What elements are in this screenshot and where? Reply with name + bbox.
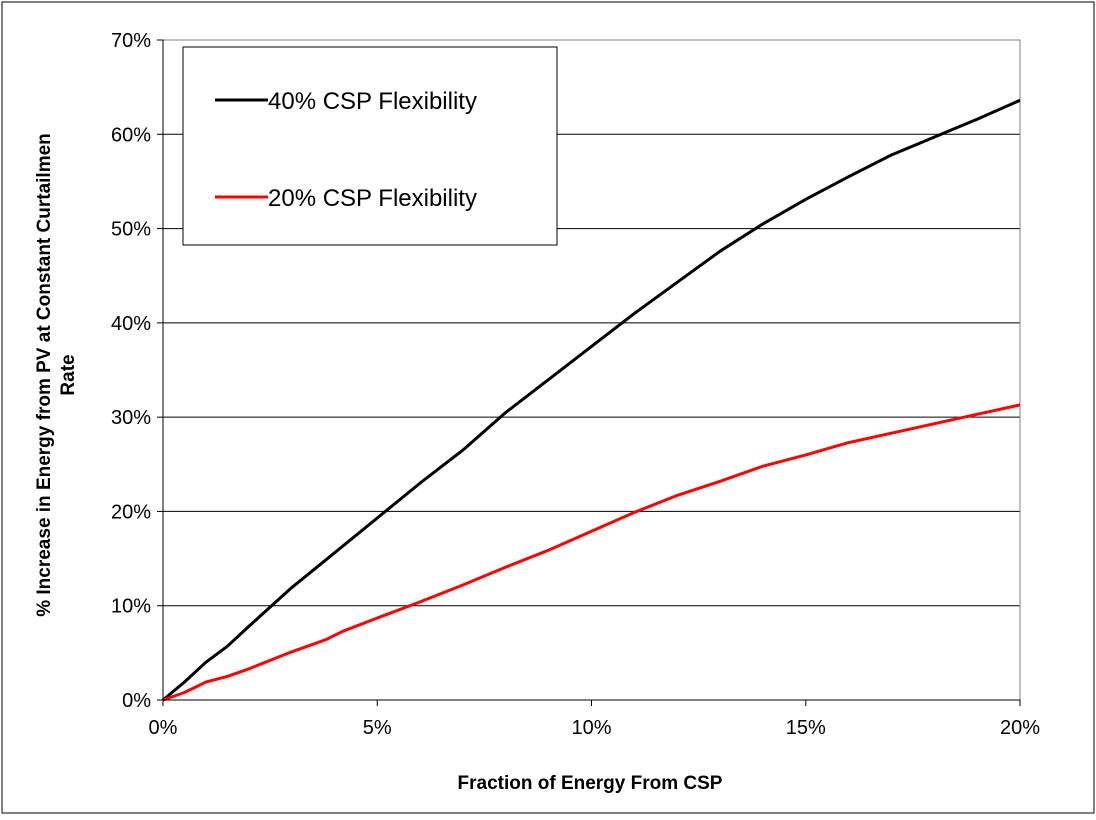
x-tick-label: 20% — [1000, 717, 1040, 739]
legend-box — [182, 46, 558, 246]
y-axis-title-line-2: Rate — [58, 354, 79, 395]
y-tick-label: 40% — [111, 313, 151, 335]
y-axis-title: % Increase in Energy from PV at Constant… — [34, 133, 79, 617]
y-tick-label: 0% — [122, 690, 151, 712]
y-tick-label: 50% — [111, 219, 151, 241]
x-tick-label: 5% — [363, 717, 392, 739]
series-line-20-percent — [162, 403, 1021, 702]
y-tick-label: 60% — [111, 124, 151, 146]
legend-label-40: 40% CSP Flexibility — [268, 88, 477, 115]
series-line-40-percent — [162, 98, 1021, 702]
y-tick-label: 30% — [111, 407, 151, 429]
y-tick-label: 70% — [111, 30, 151, 52]
tick-labels: 0% 10% 20% 30% 40% 50% 60% 70% 0% 5% 10% 15% 20% — [111, 30, 1040, 739]
x-tick-label: 15% — [786, 717, 826, 739]
y-axis-title-line-1: % Increase in Energy from PV at Constant… — [34, 133, 55, 617]
legend-label-20: 20% CSP Flexibility — [268, 185, 477, 212]
y-tick-label: 20% — [111, 501, 151, 523]
x-axis-title: Fraction of Energy From CSP — [458, 773, 723, 794]
axes — [157, 39, 1021, 706]
legend: 40% CSP Flexibility 20% CSP Flexibility — [182, 46, 558, 246]
x-tick-label: 10% — [571, 717, 611, 739]
series-layer — [162, 98, 1021, 702]
y-tick-label: 10% — [111, 596, 151, 618]
x-tick-label: 0% — [149, 717, 178, 739]
